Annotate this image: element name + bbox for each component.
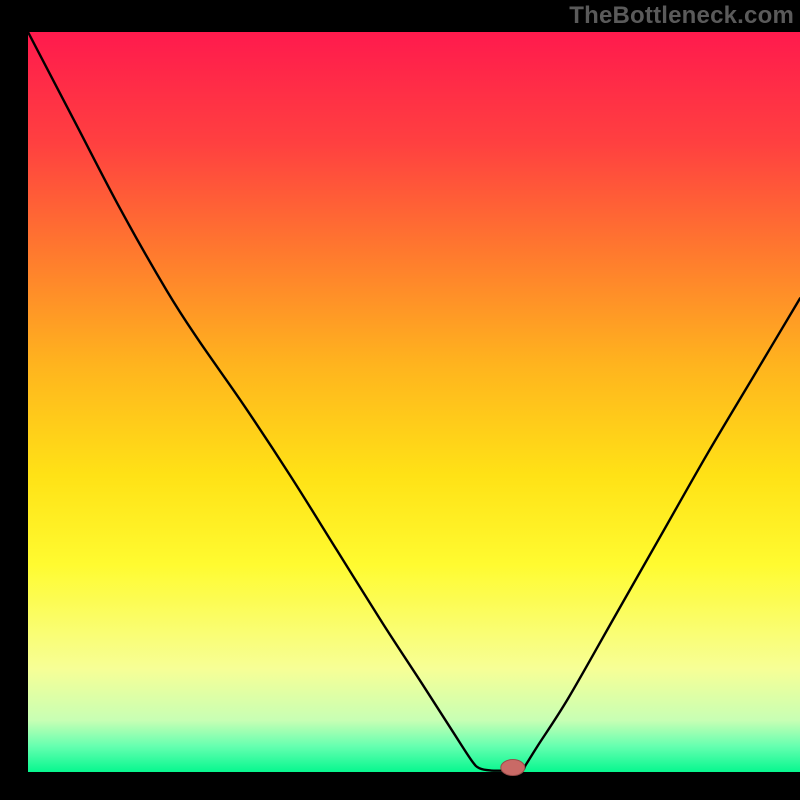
watermark-text: TheBottleneck.com	[569, 2, 794, 30]
bottleneck-chart	[0, 0, 800, 800]
gradient-background	[28, 32, 800, 772]
chart-container: { "watermark": { "text": "TheBottleneck.…	[0, 0, 800, 800]
optimal-point-marker	[501, 760, 525, 776]
